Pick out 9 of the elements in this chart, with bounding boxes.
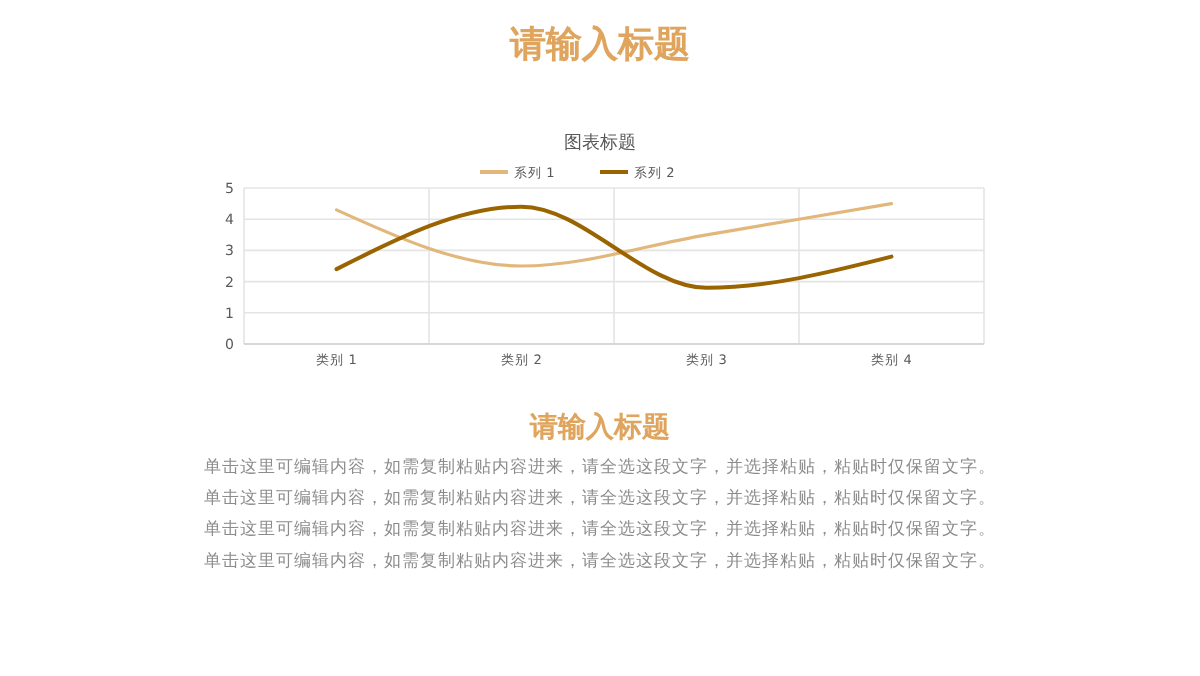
text: 请输入标题 <box>528 412 670 444</box>
text: 单击这里可编辑内容，如需复制粘贴内容进来，请全选这段文字，并选择粘贴，粘贴时仅保留文字。 <box>204 518 996 541</box>
text: 单击这里可编辑内容，如需复制粘贴内容进来，请全选这段文字，并选择粘贴，粘贴时仅保留文字。 <box>204 549 996 572</box>
chart-subtitle: 图表标题 <box>564 132 636 154</box>
text: 单击这里可编辑内容，如需复制粘贴内容进来，请全选这段文字，并选择粘贴，粘贴时仅保留文字。 <box>204 487 996 510</box>
line-series <box>334 204 894 290</box>
text: 单击这里可编辑内容，如需复制粘贴内容进来，请全选这段文字，并选择粘贴，粘贴时仅保留文字。 <box>204 456 996 478</box>
line-series <box>334 202 894 268</box>
chart-title: 请输入标题 <box>508 24 690 66</box>
